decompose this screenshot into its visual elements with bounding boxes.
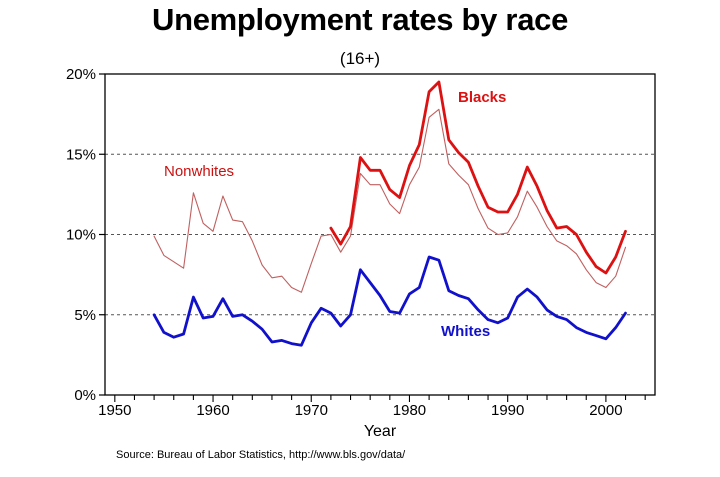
series-line-blacks bbox=[329, 80, 627, 275]
x-tick-label: 1960 bbox=[196, 402, 229, 419]
series-label-nonwhites: Nonwhites bbox=[164, 163, 234, 180]
x-tick-label: 2000 bbox=[589, 402, 622, 419]
x-tick-label: 1990 bbox=[491, 402, 524, 419]
chart-title: Unemployment rates by race bbox=[151, 2, 569, 37]
series-lines bbox=[152, 80, 627, 347]
x-tick-label: 1950 bbox=[98, 402, 131, 419]
x-axis-title: Year bbox=[364, 423, 397, 440]
series-line-whites bbox=[152, 255, 627, 347]
series-line-nonwhites bbox=[153, 108, 627, 293]
y-tick-label: 0% bbox=[74, 387, 96, 404]
y-tick-label: 15% bbox=[66, 146, 96, 163]
y-tick-label: 10% bbox=[66, 227, 96, 244]
chart-subtitle: (16+) bbox=[339, 49, 381, 68]
x-tick-label: 1980 bbox=[393, 402, 426, 419]
y-tick-label: 5% bbox=[74, 307, 96, 324]
series-label-blacks: Blacks bbox=[458, 89, 506, 106]
series-label-whites: Whites bbox=[441, 323, 490, 340]
gridlines bbox=[105, 153, 655, 316]
y-tick-label: 20% bbox=[66, 66, 96, 83]
source-note: Source: Bureau of Labor Statistics, http… bbox=[116, 449, 406, 461]
axes: 0% 5% 10% 15% 20% 1950 1960 1970 1980 1990 2000 bbox=[66, 66, 646, 419]
x-tick-label: 1970 bbox=[295, 402, 328, 419]
